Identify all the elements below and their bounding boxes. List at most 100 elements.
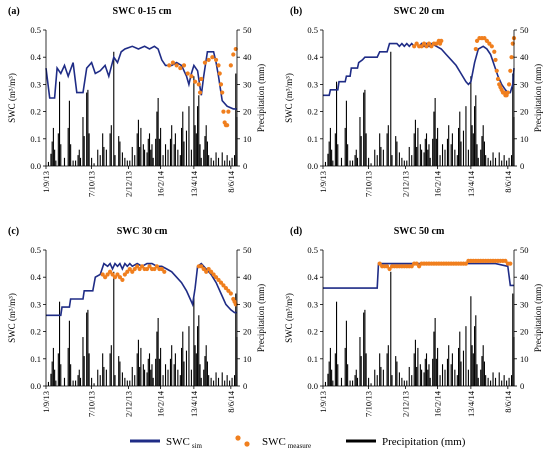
chart-panel-3: (c) SWC 30 cm 0.0 0.1 0.2 0.3 0.4 0.5 0 10 20 30 40 5… (7, 226, 266, 417)
swc-measure-point (125, 269, 130, 274)
swc-sim-line (45, 45, 237, 110)
swc-measure-point (135, 264, 140, 269)
swc-measure-point (105, 272, 110, 277)
swc-measure-point (509, 55, 514, 60)
swc-measure-point (487, 41, 492, 46)
x-tick-label: 2/12/13 (401, 391, 411, 417)
swc-measure-point (211, 272, 216, 277)
y2-tick-label: 10 (243, 354, 252, 364)
swc-measure-point (216, 277, 221, 283)
x-tick-label: 7/10/13 (87, 391, 97, 417)
chart-panel-4: (d) SWC 50 cm 0.0 0.1 0.2 0.3 0.4 0.5 0 10 20 30 40 5… (284, 226, 543, 417)
swc-measure-point (189, 74, 194, 79)
y2-tick-label: 40 (520, 52, 529, 62)
x-tick-label: 16/2/14 (156, 390, 166, 417)
swc-measure-point (429, 44, 434, 49)
swc-measure-point (152, 266, 157, 272)
swc-measure-point (137, 266, 142, 272)
y-tick-label: 0.3 (30, 79, 41, 89)
swc-measure-point (218, 280, 224, 285)
swc-measure-series (377, 258, 513, 272)
chart-panel-2: (b) SWC 20 cm 0.0 0.1 0.2 0.3 0.4 0.5 0 10 20 30 40 5… (284, 6, 543, 197)
y2-tick-label: 30 (243, 299, 252, 309)
x-tick-label: 13/4/14 (189, 170, 199, 197)
y2-tick-label: 40 (243, 272, 252, 282)
swc-measure-point (112, 275, 118, 280)
y2-axis-title: Precipitation (mm) (533, 284, 543, 352)
swc-measure-point (202, 60, 208, 65)
y-tick-label: 0.3 (307, 299, 318, 309)
swc-measure-series (412, 36, 517, 98)
swc-measure-point (223, 285, 229, 291)
x-tick-label: 13/4/14 (466, 170, 476, 197)
y2-tick-label: 50 (520, 245, 529, 255)
precipitation-series (47, 271, 238, 386)
swc-measure-point (159, 266, 164, 272)
y2-tick-label: 0 (243, 381, 247, 391)
swc-measure-point (506, 82, 512, 87)
swc-measure-point (489, 44, 494, 49)
swc-measure-point (503, 258, 508, 263)
legend-measure-marker (244, 441, 250, 447)
swc-measure-point (221, 109, 226, 114)
legend: SWC sim SWC measure Precipitation (mm) (130, 435, 466, 450)
swc-measure-point (463, 261, 469, 266)
y2-tick-label: 50 (243, 245, 252, 255)
swc-measure-point (495, 76, 501, 82)
y-axis-title: SWC (m³/m³) (284, 293, 294, 343)
y2-tick-label: 30 (520, 79, 529, 89)
swc-measure-point (439, 38, 444, 43)
swc-measure-point (226, 288, 231, 293)
swc-measure-point (231, 52, 236, 57)
y-tick-label: 0.4 (307, 52, 318, 62)
x-tick-label: 16/2/14 (433, 390, 443, 417)
y2-tick-label: 0 (243, 161, 247, 171)
swc-measure-point (178, 65, 183, 71)
swc-measure-point (127, 266, 132, 272)
y-tick-label: 0.5 (30, 245, 41, 255)
swc-measure-point (199, 76, 204, 82)
swc-measure-point (508, 261, 513, 266)
swc-measure-point (110, 272, 115, 277)
swc-measure-point (206, 266, 211, 272)
x-tick-label: 2/12/13 (124, 391, 134, 417)
swc-measure-point (103, 275, 108, 280)
panel-title: SWC 30 cm (117, 226, 168, 237)
swc-measure-point (228, 291, 233, 296)
swc-sim-line (46, 262, 237, 317)
y-tick-label: 0.3 (307, 79, 318, 89)
swc-measure-point (204, 269, 209, 274)
swc-measure-point (494, 68, 499, 73)
y-tick-label: 0.4 (307, 272, 318, 282)
swc-measure-point (474, 38, 480, 43)
swc-measure-point (417, 264, 422, 269)
y-tick-label: 0.5 (307, 25, 318, 35)
y2-tick-label: 30 (520, 299, 529, 309)
legend-sim-label: SWC sim (166, 436, 203, 450)
swc-measure-point (213, 57, 219, 63)
y-axis-title: SWC (m³/m³) (7, 73, 17, 123)
swc-measure-point (197, 90, 203, 95)
swc-sim-line (323, 42, 515, 97)
x-tick-label: 7/10/13 (87, 171, 97, 197)
y2-axis-title: Precipitation (mm) (256, 284, 266, 352)
swc-measure-point (213, 275, 219, 280)
y-tick-label: 0.5 (307, 245, 318, 255)
swc-measure-point (130, 269, 135, 274)
swc-measure-point (167, 63, 172, 68)
y-tick-label: 0.1 (307, 134, 318, 144)
panel-title: SWC 0-15 cm (113, 6, 173, 17)
swc-measure-point (210, 55, 215, 60)
y-tick-label: 0.4 (30, 272, 41, 282)
swc-measure-point (147, 264, 152, 269)
swc-measure-point (100, 272, 105, 277)
y-tick-label: 0.0 (307, 381, 318, 391)
x-tick-label: 1/9/13 (318, 171, 328, 193)
x-tick-label: 7/10/13 (364, 171, 374, 197)
swc-measure-point (482, 36, 487, 41)
swc-measure-point (424, 44, 429, 49)
legend-measure-label: SWC measure (262, 436, 311, 450)
swc-measure-point (140, 264, 145, 269)
swc-measure-point (144, 266, 150, 272)
